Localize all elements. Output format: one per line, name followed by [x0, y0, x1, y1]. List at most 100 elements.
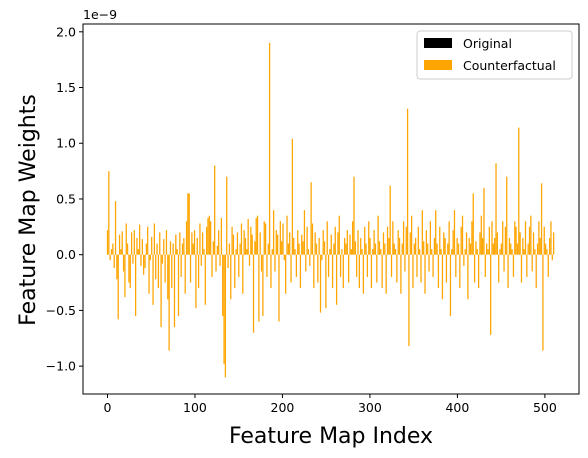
- counterfactual-bar: [179, 232, 181, 255]
- counterfactual-bar: [191, 232, 193, 255]
- counterfactual-bar: [526, 254, 528, 277]
- counterfactual-bar: [267, 243, 269, 255]
- counterfactual-bar: [444, 237, 446, 255]
- counterfactual-bar: [439, 226, 441, 255]
- counterfactual-bar: [243, 230, 245, 255]
- counterfactual-bar: [210, 221, 212, 255]
- y-tick-label: −1.0: [46, 359, 76, 374]
- counterfactual-bar: [341, 249, 343, 255]
- counterfactual-bar: [215, 254, 217, 272]
- counterfactual-bar: [219, 254, 221, 266]
- counterfactual-bar: [424, 254, 426, 294]
- counterfactual-bar: [404, 254, 406, 272]
- counterfactual-bar: [331, 254, 334, 289]
- counterfactual-bar: [381, 254, 383, 289]
- counterfactual-bar: [258, 254, 260, 322]
- counterfactual-bar: [181, 243, 184, 255]
- counterfactual-bar: [224, 254, 227, 378]
- counterfactual-bar: [532, 232, 535, 255]
- counterfactual-bar: [106, 230, 109, 255]
- counterfactual-bar: [270, 254, 272, 289]
- counterfactual-bar: [207, 217, 209, 255]
- counterfactual-bar: [187, 193, 189, 255]
- counterfactual-bar: [433, 237, 436, 255]
- counterfactual-bar: [435, 210, 437, 255]
- counterfactual-bar: [256, 215, 259, 255]
- counterfactual-bar: [374, 243, 377, 255]
- counterfactual-bar: [463, 254, 465, 266]
- legend-label-counterfactual: Counterfactual: [463, 58, 556, 73]
- counterfactual-bar: [342, 254, 344, 289]
- counterfactual-bar: [345, 243, 347, 255]
- counterfactual-bar: [212, 241, 214, 255]
- counterfactual-bar: [167, 254, 169, 300]
- counterfactual-bar: [362, 254, 365, 294]
- counterfactual-bar: [281, 241, 283, 255]
- counterfactual-bar: [148, 254, 150, 294]
- counterfactual-bar: [506, 176, 508, 255]
- counterfactual-bar: [145, 243, 147, 255]
- counterfactual-bar: [248, 254, 251, 266]
- counterfactual-bar: [365, 243, 367, 255]
- counterfactual-bar: [515, 226, 517, 255]
- counterfactual-bar: [420, 254, 422, 283]
- counterfactual-bar: [486, 243, 488, 255]
- counterfactual-bar: [188, 193, 190, 255]
- counterfactual-bar: [510, 243, 512, 255]
- y-offset-label: 1e−9: [83, 7, 117, 22]
- counterfactual-bar: [520, 254, 523, 283]
- counterfactual-bar: [156, 243, 158, 255]
- counterfactual-bar: [238, 254, 240, 277]
- counterfactual-bar: [297, 230, 299, 255]
- counterfactual-bar: [361, 249, 363, 255]
- counterfactual-bar: [310, 182, 312, 255]
- counterfactual-bar: [539, 237, 541, 255]
- counterfactual-bar: [161, 254, 164, 264]
- counterfactual-bar: [126, 243, 129, 255]
- counterfactual-bar: [364, 226, 366, 255]
- counterfactual-bar: [260, 254, 263, 272]
- counterfactual-bar: [250, 226, 252, 255]
- y-tick-label: 2.0: [56, 24, 76, 39]
- counterfactual-bar: [183, 237, 185, 255]
- counterfactual-bar: [492, 243, 494, 255]
- counterfactual-bar: [266, 254, 268, 277]
- counterfactual-bar: [388, 237, 390, 255]
- counterfactual-bar: [465, 232, 468, 255]
- counterfactual-bar: [553, 232, 555, 255]
- counterfactual-bar: [151, 236, 153, 255]
- counterfactual-bar: [499, 249, 501, 255]
- counterfactual-bar: [346, 230, 348, 255]
- counterfactual-bar: [490, 254, 492, 335]
- counterfactual-bar: [112, 243, 114, 255]
- counterfactual-bar: [389, 185, 391, 255]
- counterfactual-bar: [208, 215, 210, 255]
- counterfactual-bar: [118, 234, 121, 255]
- counterfactual-bar: [299, 254, 302, 289]
- counterfactual-bar: [548, 237, 551, 255]
- counterfactual-bar: [129, 254, 131, 289]
- counterfactual-bar: [538, 221, 540, 255]
- counterfactual-bar: [124, 254, 126, 298]
- counterfactual-bar: [201, 232, 204, 255]
- counterfactual-bar: [484, 254, 486, 277]
- counterfactual-bar: [481, 237, 484, 255]
- counterfactual-bar: [168, 254, 170, 351]
- counterfactual-bar: [335, 254, 338, 305]
- counterfactual-bar: [531, 254, 533, 272]
- counterfactual-bar: [392, 221, 394, 255]
- counterfactual-bar: [405, 226, 407, 255]
- counterfactual-bar: [163, 239, 165, 255]
- counterfactual-bar: [459, 254, 461, 289]
- counterfactual-bar: [271, 249, 273, 255]
- counterfactual-bar: [200, 254, 202, 266]
- counterfactual-bar: [153, 223, 156, 255]
- counterfactual-bar: [366, 254, 369, 277]
- legend-swatch-original: [424, 38, 452, 48]
- counterfactual-bar: [449, 254, 452, 316]
- counterfactual-bar: [134, 254, 137, 316]
- counterfactual-bar: [398, 237, 401, 255]
- counterfactual-bar: [234, 254, 236, 289]
- counterfactual-bar: [348, 254, 350, 283]
